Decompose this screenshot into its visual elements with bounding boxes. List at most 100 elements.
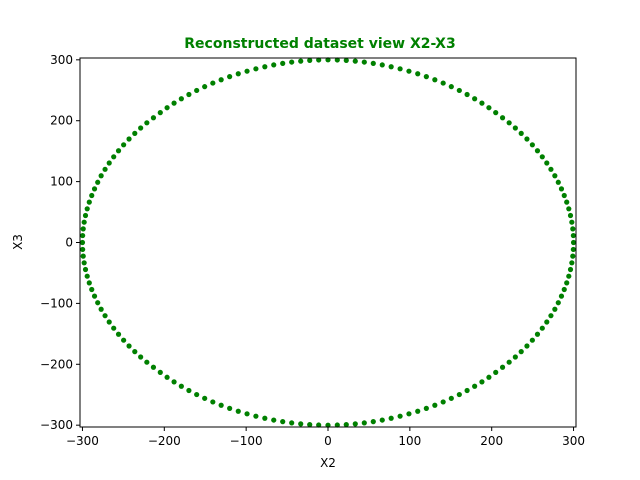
x-axis: −300 −200 −100 0 100 200 300	[66, 427, 585, 448]
data-point	[456, 87, 462, 94]
data-point	[89, 192, 95, 199]
data-point	[210, 399, 216, 405]
data-point	[388, 415, 394, 421]
data-point	[499, 364, 506, 370]
data-point	[121, 337, 127, 343]
data-point	[334, 422, 340, 428]
data-point	[102, 166, 108, 172]
data-point	[370, 419, 376, 425]
data-point	[406, 68, 412, 74]
data-point	[506, 120, 512, 126]
data-point	[479, 100, 485, 106]
data-point	[555, 179, 561, 185]
data-point	[524, 343, 530, 349]
data-point	[361, 420, 367, 426]
data-point	[567, 266, 574, 273]
data-point	[440, 399, 446, 405]
data-point	[186, 387, 192, 394]
data-point	[262, 64, 268, 70]
data-point	[86, 199, 92, 205]
data-point	[298, 421, 304, 427]
x-axis-label: X2	[320, 456, 336, 470]
data-point	[194, 87, 200, 94]
data-point	[558, 293, 565, 299]
data-point	[343, 57, 349, 63]
data-point	[144, 120, 150, 126]
data-point	[178, 96, 184, 102]
data-point	[570, 253, 576, 259]
data-point	[518, 130, 524, 136]
y-tick-label: 300	[50, 53, 73, 67]
data-point	[235, 408, 241, 414]
data-point	[555, 300, 561, 306]
y-axis-label: X3	[11, 234, 25, 250]
data-point	[352, 58, 358, 64]
data-point	[132, 349, 138, 355]
y-tick-label: −300	[40, 418, 73, 432]
data-point	[570, 239, 577, 246]
data-point	[210, 80, 216, 86]
data-point	[415, 71, 421, 77]
data-point	[539, 325, 545, 331]
data-point	[82, 212, 89, 219]
data-point	[493, 369, 499, 375]
data-point	[564, 280, 570, 286]
data-point	[370, 60, 376, 66]
data-point	[493, 110, 499, 116]
data-point	[227, 74, 233, 80]
data-point	[81, 219, 87, 225]
data-point	[448, 84, 454, 90]
data-point	[499, 115, 506, 121]
data-point	[524, 136, 530, 142]
y-tick-label: 200	[50, 114, 73, 128]
data-point	[138, 125, 144, 131]
data-point	[121, 142, 127, 148]
data-point	[544, 319, 550, 325]
data-point	[244, 68, 250, 74]
data-point	[534, 148, 541, 154]
data-point	[570, 246, 576, 253]
data-point	[325, 57, 331, 63]
data-point	[566, 273, 572, 279]
data-point	[544, 160, 550, 166]
data-point	[539, 154, 545, 160]
data-point	[111, 154, 117, 160]
data-point	[80, 232, 86, 239]
data-point	[566, 206, 572, 212]
data-point	[235, 71, 241, 77]
data-point	[202, 84, 208, 90]
data-point	[570, 226, 576, 232]
data-point	[316, 422, 322, 428]
x-tick-label: 0	[324, 434, 332, 448]
data-point	[569, 260, 575, 266]
data-point	[561, 192, 567, 199]
data-point	[486, 374, 492, 380]
data-point	[379, 62, 385, 68]
chart-title: Reconstructed dataset view X2-X3	[184, 36, 455, 52]
data-point	[423, 74, 429, 80]
data-point	[289, 420, 295, 426]
data-point	[80, 253, 86, 259]
data-point	[472, 383, 478, 389]
data-point	[564, 199, 570, 205]
data-point	[164, 105, 170, 111]
data-point	[253, 413, 259, 419]
y-tick-label: −200	[40, 357, 73, 371]
data-point	[406, 411, 412, 417]
data-point	[171, 100, 177, 106]
data-point	[84, 206, 90, 212]
data-point	[271, 417, 277, 423]
data-point	[157, 110, 163, 116]
data-point	[334, 57, 340, 63]
data-point	[307, 57, 313, 63]
data-point	[570, 232, 576, 239]
data-point	[95, 179, 101, 185]
data-point	[464, 387, 470, 394]
data-point	[106, 319, 112, 325]
data-point	[529, 337, 535, 343]
data-point	[506, 359, 512, 365]
data-point	[115, 148, 122, 154]
data-point	[81, 260, 87, 266]
data-point	[486, 105, 492, 111]
